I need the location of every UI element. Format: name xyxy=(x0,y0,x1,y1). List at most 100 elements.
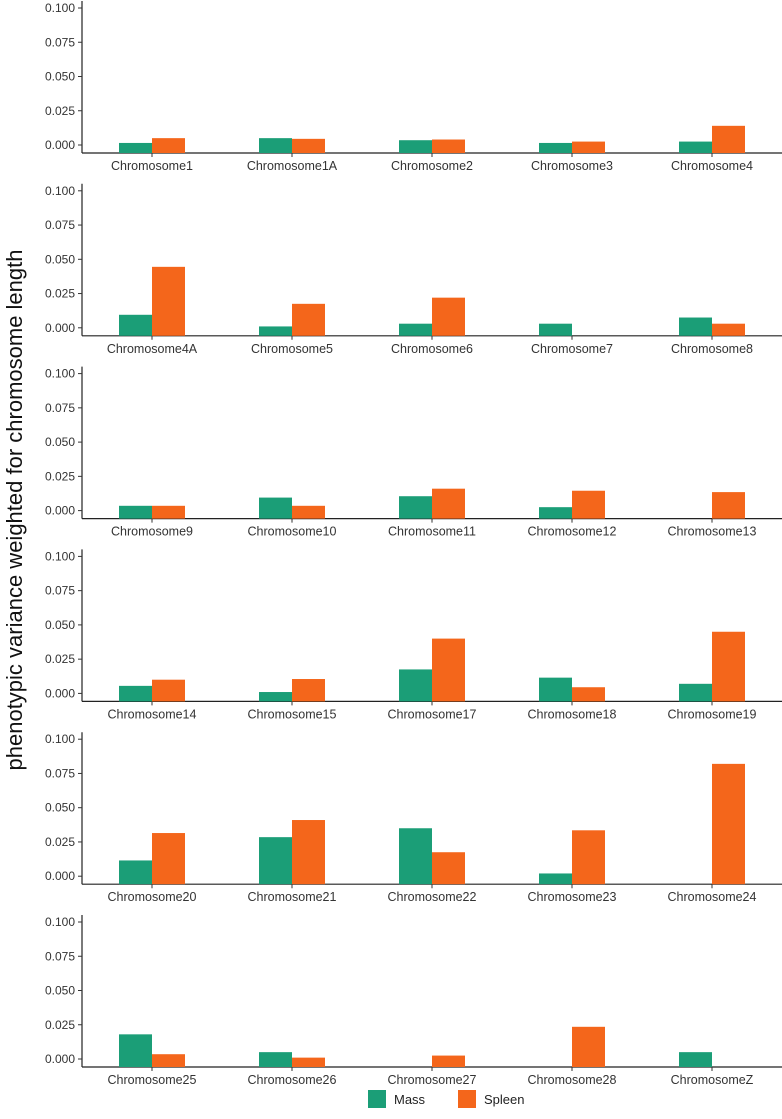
legend-label-spleen: Spleen xyxy=(484,1092,524,1107)
bar-mass-chromosome19 xyxy=(679,683,712,702)
bar-spleen-chromosome1a xyxy=(292,138,325,153)
category-label: Chromosome2 xyxy=(391,159,473,173)
legend: Mass Spleen xyxy=(368,1090,524,1108)
y-tick-label: 0.075 xyxy=(45,949,75,963)
category-label: Chromosome1 xyxy=(111,159,193,173)
category-label: Chromosome14 xyxy=(108,707,197,721)
y-tick-label: 0.000 xyxy=(45,504,75,518)
category-label: Chromosome10 xyxy=(248,525,337,539)
bar-mass-chromosome4a xyxy=(119,314,152,336)
bar-spleen-chromosome20 xyxy=(152,833,185,885)
panel-4: 0.000 0.025 0.050 0.075 0.100 Chromosome14 Chr… xyxy=(45,549,782,721)
legend-label-mass: Mass xyxy=(394,1092,426,1107)
panel-1: 0.000 0.025 0.050 0.075 0.100 Chromosome1 Chro… xyxy=(45,1,782,173)
bar-mass-chromosome22 xyxy=(399,828,432,885)
bar-mass-chromosome20 xyxy=(119,860,152,885)
bar-spleen-chromosome25 xyxy=(152,1054,185,1067)
bar-mass-chromosome11 xyxy=(399,496,432,519)
bar-mass-chromosome25 xyxy=(119,1034,152,1067)
y-tick-label: 0.025 xyxy=(45,104,75,118)
bar-spleen-chromosome21 xyxy=(292,820,325,885)
bar-mass-chromosome21 xyxy=(259,837,292,885)
bar-spleen-chromosome12 xyxy=(572,490,605,519)
bar-mass-chromosome3 xyxy=(539,142,572,153)
category-label: Chromosome28 xyxy=(528,1073,617,1087)
bar-spleen-chromosome13 xyxy=(712,492,745,519)
category-label: Chromosome18 xyxy=(528,707,617,721)
y-tick-label: 0.050 xyxy=(45,618,75,632)
bar-mass-chromosome6 xyxy=(399,323,432,336)
bar-spleen-chromosome3 xyxy=(572,141,605,153)
category-label: Chromosome25 xyxy=(108,1073,197,1087)
bar-spleen-chromosome8 xyxy=(712,323,745,336)
y-tick-label: 0.050 xyxy=(45,435,75,449)
bar-spleen-chromosome1 xyxy=(152,138,185,153)
category-label: Chromosome19 xyxy=(668,707,757,721)
bar-mass-chromosome17 xyxy=(399,669,432,702)
category-label: Chromosome3 xyxy=(531,159,613,173)
bar-spleen-chromosome5 xyxy=(292,303,325,336)
category-label: Chromosome20 xyxy=(108,890,197,904)
category-label: Chromosome17 xyxy=(388,707,477,721)
y-tick-label: 0.100 xyxy=(45,367,75,381)
y-tick-label: 0.100 xyxy=(45,732,75,746)
bar-spleen-chromosome24 xyxy=(712,763,745,885)
y-tick-label: 0.075 xyxy=(45,35,75,49)
legend-swatch-mass xyxy=(368,1090,386,1108)
bar-spleen-chromosome11 xyxy=(432,488,465,519)
category-label: Chromosome13 xyxy=(668,525,757,539)
category-label: Chromosome1A xyxy=(247,159,338,173)
bar-mass-chromosome14 xyxy=(119,685,152,702)
bar-mass-chromosome2 xyxy=(399,140,432,153)
bar-spleen-chromosome10 xyxy=(292,505,325,519)
y-tick-label: 0.000 xyxy=(45,686,75,700)
bar-spleen-chromosome26 xyxy=(292,1057,325,1067)
y-tick-label: 0.100 xyxy=(45,549,75,563)
bar-mass-chromosome12 xyxy=(539,507,572,519)
bar-mass-chromosome10 xyxy=(259,497,292,519)
bar-spleen-chromosome19 xyxy=(712,631,745,702)
y-tick-label: 0.050 xyxy=(45,70,75,84)
y-tick-label: 0.075 xyxy=(45,766,75,780)
bar-spleen-chromosome27 xyxy=(432,1055,465,1067)
y-tick-label: 0.025 xyxy=(45,1018,75,1032)
category-label: Chromosome26 xyxy=(248,1073,337,1087)
category-label: Chromosome9 xyxy=(111,525,193,539)
y-tick-label: 0.025 xyxy=(45,469,75,483)
y-tick-label: 0.000 xyxy=(45,138,75,152)
category-label: Chromosome4A xyxy=(107,342,198,356)
y-tick-label: 0.000 xyxy=(45,1052,75,1066)
category-label: Chromosome7 xyxy=(531,342,613,356)
panel-2: 0.000 0.025 0.050 0.075 0.100 Chromosome4A Chr… xyxy=(45,183,782,356)
bar-mass-chromosome15 xyxy=(259,692,292,702)
bar-spleen-chromosome9 xyxy=(152,505,185,519)
bar-mass-chromosome8 xyxy=(679,317,712,336)
bar-spleen-chromosome28 xyxy=(572,1026,605,1067)
y-axis-label: phenotypic variance weighted for chromos… xyxy=(2,250,27,771)
category-label: Chromosome4 xyxy=(671,159,753,173)
y-tick-label: 0.000 xyxy=(45,869,75,883)
y-tick-label: 0.100 xyxy=(45,184,75,198)
category-label: Chromosome24 xyxy=(668,890,757,904)
category-label: Chromosome11 xyxy=(388,525,476,539)
bar-spleen-chromosome18 xyxy=(572,687,605,702)
panel-6: 0.000 0.025 0.050 0.075 0.100 Chromosome25 Chr… xyxy=(45,915,782,1087)
y-tick-label: 0.000 xyxy=(45,321,75,335)
bar-mass-chromosome1a xyxy=(259,138,292,153)
y-tick-label: 0.100 xyxy=(45,1,75,15)
panel-5: 0.000 0.025 0.050 0.075 0.100 Chromosome20 Chr… xyxy=(45,732,782,904)
category-label: Chromosome21 xyxy=(248,890,337,904)
category-label: Chromosome22 xyxy=(388,890,477,904)
bar-spleen-chromosome6 xyxy=(432,297,465,336)
bar-mass-chromosome18 xyxy=(539,677,572,702)
bar-spleen-chromosome4 xyxy=(712,125,745,153)
bar-mass-chromosome26 xyxy=(259,1052,292,1067)
bar-mass-chromosome1 xyxy=(119,142,152,153)
bar-spleen-chromosome2 xyxy=(432,139,465,153)
bar-spleen-chromosome23 xyxy=(572,830,605,885)
y-tick-label: 0.025 xyxy=(45,652,75,666)
legend-swatch-spleen xyxy=(458,1090,476,1108)
y-tick-label: 0.025 xyxy=(45,835,75,849)
bar-spleen-chromosome22 xyxy=(432,852,465,885)
bar-spleen-chromosome14 xyxy=(152,679,185,702)
